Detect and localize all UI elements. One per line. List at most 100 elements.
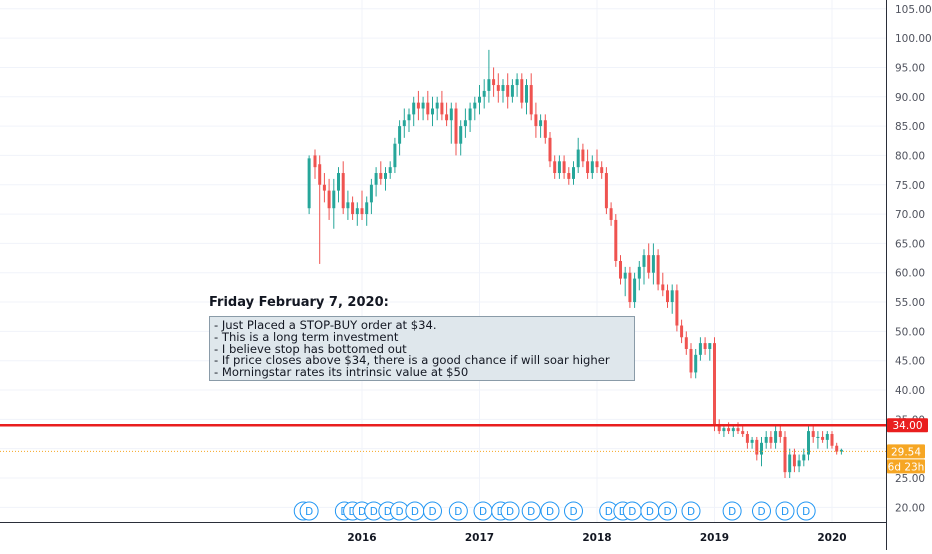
- candle-body[interactable]: [506, 85, 510, 97]
- dividend-marker[interactable]: [521, 501, 541, 521]
- candle-body[interactable]: [633, 278, 637, 303]
- dividend-marker[interactable]: [448, 501, 468, 521]
- dividend-marker[interactable]: [722, 501, 742, 521]
- candle-body[interactable]: [539, 120, 543, 127]
- dividend-marker[interactable]: [752, 501, 771, 521]
- candle-body[interactable]: [369, 184, 373, 203]
- candle-body[interactable]: [431, 108, 434, 115]
- candle-body[interactable]: [543, 120, 547, 138]
- candle-body[interactable]: [412, 102, 416, 115]
- dividend-marker[interactable]: [500, 501, 520, 521]
- dividend-marker[interactable]: [299, 501, 319, 521]
- candle-body[interactable]: [501, 85, 505, 91]
- candle-body[interactable]: [416, 102, 420, 109]
- candle-body[interactable]: [811, 431, 815, 437]
- plot-area[interactable]: [0, 0, 886, 522]
- candle-body[interactable]: [435, 102, 439, 109]
- candle-body[interactable]: [604, 173, 608, 209]
- candle-body[interactable]: [741, 431, 745, 435]
- candle-body[interactable]: [520, 79, 524, 103]
- candle-body[interactable]: [821, 436, 825, 440]
- candle-body[interactable]: [590, 161, 594, 174]
- candle-body[interactable]: [581, 149, 585, 162]
- candle-body[interactable]: [327, 190, 331, 209]
- candle-body[interactable]: [525, 85, 528, 103]
- candle-body[interactable]: [515, 79, 519, 86]
- dividend-marker[interactable]: [564, 501, 583, 521]
- candle-body[interactable]: [835, 445, 839, 452]
- candle-body[interactable]: [783, 436, 787, 473]
- annotation-box[interactable]: - Just Placed a STOP-BUY order at $34. -…: [209, 316, 635, 381]
- candle-body[interactable]: [454, 108, 458, 144]
- candle-body[interactable]: [788, 454, 792, 473]
- dividend-marker[interactable]: [775, 501, 795, 521]
- candle-body[interactable]: [332, 190, 336, 209]
- candle-body[interactable]: [698, 343, 702, 355]
- candle-body[interactable]: [731, 428, 735, 432]
- candle-body[interactable]: [459, 126, 463, 144]
- candle-body[interactable]: [388, 167, 392, 174]
- candle-body[interactable]: [614, 219, 618, 261]
- candle-body[interactable]: [727, 428, 731, 432]
- candle-body[interactable]: [557, 161, 561, 174]
- candle-body[interactable]: [548, 137, 552, 162]
- candle-body[interactable]: [393, 143, 397, 168]
- candle-body[interactable]: [807, 431, 810, 455]
- candle-body[interactable]: [722, 428, 726, 432]
- candle-body[interactable]: [351, 202, 355, 215]
- candle-body[interactable]: [449, 108, 453, 121]
- candle-body[interactable]: [440, 102, 444, 115]
- candle-body[interactable]: [496, 85, 500, 91]
- candle-body[interactable]: [717, 425, 721, 432]
- candle-body[interactable]: [760, 442, 763, 455]
- candle-body[interactable]: [774, 431, 778, 443]
- candle-body[interactable]: [313, 155, 317, 168]
- candle-body[interactable]: [407, 114, 411, 121]
- candle-body[interactable]: [307, 158, 311, 209]
- candle-body[interactable]: [736, 428, 740, 432]
- candle-body[interactable]: [374, 173, 378, 185]
- candle-body[interactable]: [802, 454, 806, 461]
- candle-body[interactable]: [398, 126, 402, 144]
- dividend-marker[interactable]: [423, 501, 442, 521]
- candle-body[interactable]: [656, 255, 660, 285]
- candle-body[interactable]: [510, 85, 514, 97]
- candle-body[interactable]: [713, 343, 716, 426]
- dividend-marker[interactable]: [658, 501, 677, 521]
- candle-body[interactable]: [572, 167, 575, 179]
- candle-body[interactable]: [623, 272, 627, 279]
- candle-body[interactable]: [534, 114, 538, 127]
- candle-body[interactable]: [595, 161, 599, 168]
- candle-body[interactable]: [445, 114, 449, 121]
- candle-body[interactable]: [764, 436, 768, 443]
- candle-body[interactable]: [567, 173, 571, 179]
- candle-body[interactable]: [816, 436, 820, 438]
- candle-body[interactable]: [478, 96, 481, 103]
- candle-body[interactable]: [562, 161, 566, 174]
- candle-body[interactable]: [482, 90, 486, 97]
- candle-body[interactable]: [463, 120, 467, 127]
- candle-body[interactable]: [839, 449, 843, 452]
- candle-body[interactable]: [379, 173, 383, 179]
- candle-body[interactable]: [468, 108, 472, 121]
- candle-body[interactable]: [529, 85, 533, 115]
- candle-body[interactable]: [337, 173, 340, 191]
- candle-body[interactable]: [355, 208, 359, 215]
- candle-body[interactable]: [619, 261, 622, 279]
- candle-body[interactable]: [670, 290, 674, 303]
- candle-body[interactable]: [318, 164, 322, 185]
- candle-body[interactable]: [642, 255, 646, 267]
- candle-body[interactable]: [689, 348, 693, 373]
- candle-body[interactable]: [628, 272, 632, 303]
- candle-body[interactable]: [769, 436, 773, 443]
- candle-body[interactable]: [792, 454, 796, 467]
- candle-body[interactable]: [637, 266, 641, 279]
- candle-body[interactable]: [703, 343, 707, 349]
- candle-body[interactable]: [797, 460, 801, 467]
- candle-body[interactable]: [600, 167, 604, 174]
- candle-body[interactable]: [750, 439, 754, 443]
- candle-body[interactable]: [473, 102, 477, 109]
- candle-body[interactable]: [553, 161, 557, 174]
